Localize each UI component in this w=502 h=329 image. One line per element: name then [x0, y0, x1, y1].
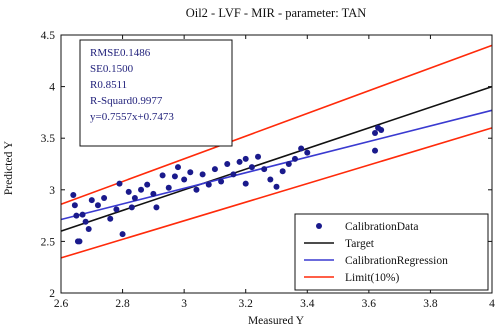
data-point: [144, 181, 151, 188]
data-point: [291, 155, 298, 162]
data-point: [128, 204, 135, 211]
data-point: [101, 195, 108, 202]
data-point: [242, 155, 249, 162]
data-point: [193, 186, 200, 193]
y-tick-label: 3.5: [41, 133, 56, 145]
data-point: [261, 166, 268, 173]
y-tick-label: 2: [49, 288, 55, 300]
data-point: [255, 153, 262, 160]
data-point: [165, 184, 172, 191]
data-point: [138, 186, 145, 193]
legend-label: Limit(10%): [345, 272, 399, 284]
data-point: [116, 180, 123, 187]
data-point: [378, 126, 385, 133]
data-point: [279, 168, 286, 175]
data-point: [150, 190, 157, 197]
data-point: [171, 173, 178, 180]
data-point: [236, 158, 243, 165]
data-point: [107, 215, 114, 222]
regression-line: [60, 109, 493, 221]
stats-line: RMSE0.1486: [90, 47, 151, 59]
x-axis-label: Measured Y: [248, 315, 305, 327]
data-point: [70, 191, 77, 198]
x-tick-label: 2.8: [115, 298, 130, 310]
limit-line: [60, 127, 493, 259]
data-point: [76, 238, 83, 245]
data-point: [153, 204, 160, 211]
legend-marker-calibration-data: [316, 223, 322, 229]
legend-label: CalibrationData: [345, 221, 418, 233]
plot-frame: [60, 34, 493, 294]
x-tick-label: 4: [489, 298, 495, 310]
data-point: [218, 178, 225, 185]
data-point: [205, 181, 212, 188]
y-tick-label: 4.5: [41, 30, 56, 42]
y-tick-label: 4: [49, 82, 55, 94]
x-tick-label: 2.6: [54, 298, 69, 310]
data-point: [125, 188, 132, 195]
data-point: [285, 161, 292, 167]
stats-line: SE0.1500: [90, 63, 134, 75]
stats-line: R-Squard0.9977: [90, 95, 163, 107]
data-point: [199, 171, 206, 178]
data-point: [273, 183, 280, 190]
x-tick-label: 3.8: [423, 298, 438, 310]
plot-area: [60, 44, 493, 259]
data-point: [181, 176, 188, 183]
data-point: [248, 164, 255, 171]
data-point: [85, 226, 92, 233]
data-point: [211, 166, 218, 173]
data-point: [131, 195, 138, 202]
data-point: [372, 147, 379, 154]
y-tick-label: 3: [49, 185, 55, 197]
data-point: [230, 171, 237, 178]
data-point: [174, 164, 181, 171]
chart-title: Oil2 - LVF - MIR - parameter: TAN: [186, 6, 367, 20]
axis-ticks: 2.6 2.8 3 3.2 3.4 3.6 3.8 4 2 2.5 3 3.5 4 4.5: [41, 30, 496, 310]
x-tick-label: 3.4: [300, 298, 315, 310]
legend-label: Target: [345, 238, 375, 250]
limit-line: [60, 44, 493, 205]
data-point: [242, 180, 249, 187]
data-point: [298, 145, 305, 152]
stats-box-frame: [79, 39, 233, 147]
data-point: [88, 197, 95, 204]
data-point: [224, 161, 231, 167]
data-point: [71, 202, 78, 209]
legend-label: CalibrationRegression: [345, 255, 448, 267]
data-point: [82, 218, 89, 225]
data-point: [119, 231, 126, 238]
data-point: [113, 206, 120, 213]
data-point: [267, 176, 274, 183]
legend: CalibrationData Target CalibrationRegres…: [294, 213, 489, 291]
data-point: [187, 169, 194, 176]
data-point: [73, 212, 80, 219]
stats-line: y=0.7557x+0.7473: [90, 111, 174, 123]
stats-box: RMSE0.1486 SE0.1500 R0.8511 R-Squard0.99…: [79, 39, 233, 147]
data-point: [372, 130, 379, 137]
y-axis-label: Predicted Y: [3, 140, 15, 195]
data-point: [159, 172, 166, 179]
x-tick-label: 3.2: [239, 298, 254, 310]
x-tick-label: 3.6: [362, 298, 377, 310]
x-tick-label: 3: [181, 298, 187, 310]
data-point: [94, 202, 101, 209]
stats-line: R0.8511: [90, 79, 127, 91]
data-point: [79, 211, 86, 218]
y-tick-label: 2.5: [41, 236, 56, 248]
data-point: [304, 149, 311, 156]
